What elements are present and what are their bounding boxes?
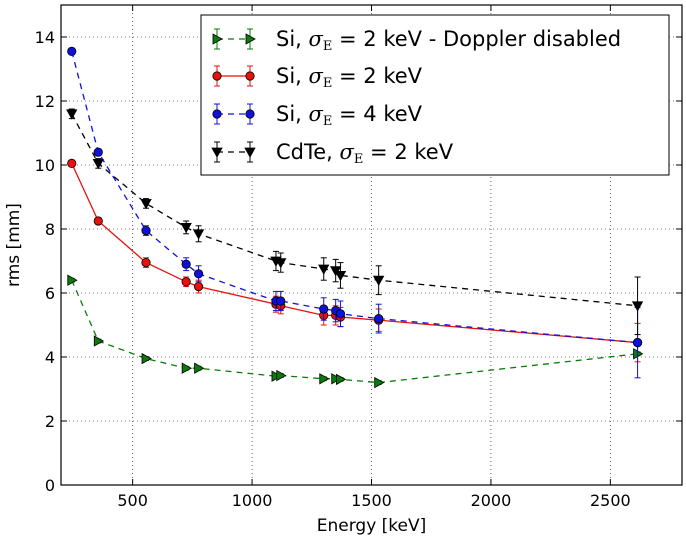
- data-point-si_nodoppler: [141, 352, 152, 365]
- data-point-cdte_2kev: [192, 229, 205, 240]
- legend-box: [200, 14, 670, 176]
- data-point-si_4kev: [193, 269, 204, 279]
- data-point-si_4kev: [374, 313, 384, 324]
- legend-entry-si_2kev: Si, σE = 2 keV: [212, 64, 423, 91]
- legend-marker: [245, 109, 255, 119]
- y-tick-label: 6: [45, 284, 55, 303]
- data-point-si_4kev: [181, 259, 191, 269]
- legend-label-si_nodoppler: Si, σE = 2 keV - Doppler disabled: [276, 27, 621, 54]
- legend-label-si_4kev: Si, σE = 4 keV: [276, 102, 423, 129]
- legend-label-si_2kev: Si, σE = 2 keV: [276, 64, 423, 91]
- data-point-si_4kev: [67, 46, 77, 57]
- data-point-si_4kev: [335, 309, 346, 319]
- y-tick-label: 14: [35, 28, 55, 47]
- legend-entry-si_nodoppler: Si, σE = 2 keV - Doppler disabled: [212, 27, 621, 54]
- data-point-si_nodoppler: [181, 362, 192, 374]
- x-tick-label: 2500: [590, 491, 631, 510]
- series-line-si_2kev: [71, 163, 638, 344]
- data-point-cdte_2kev: [275, 258, 287, 269]
- legend-marker: [212, 33, 223, 45]
- y-tick-label: 2: [45, 412, 55, 431]
- legend-marker: [245, 71, 255, 81]
- data-point-cdte_2kev: [334, 270, 347, 282]
- y-tick-label: 4: [45, 348, 55, 367]
- axis-ticks: 500 1000 1500 2000 2500 0 2 4 6 8 10 12 14: [35, 5, 682, 510]
- x-tick-label: 2000: [471, 491, 512, 510]
- data-point-cdte_2kev: [372, 275, 385, 287]
- data-point-cdte_2kev: [140, 198, 152, 210]
- legend-marker: [212, 71, 222, 81]
- data-point-si_nodoppler: [67, 274, 78, 286]
- legend-marker: [211, 147, 223, 158]
- data-point-si_2kev: [141, 257, 151, 268]
- data-point-si_2kev: [193, 281, 204, 292]
- series-layer: [66, 46, 644, 389]
- y-tick-label: 12: [35, 92, 55, 111]
- series-si_2kev: [67, 158, 643, 363]
- legend-marker: [244, 147, 256, 158]
- data-point-cdte_2kev: [66, 109, 78, 120]
- x-tick-label: 500: [117, 491, 148, 510]
- series-line-si_nodoppler: [71, 279, 638, 384]
- data-point-si_nodoppler: [93, 335, 105, 347]
- legend-marker: [212, 109, 222, 119]
- legend-label-cdte_2kev: CdTe, σE = 2 keV: [276, 140, 454, 167]
- data-point-si_4kev: [141, 226, 151, 236]
- legend-entry-si_4kev: Si, σE = 4 keV: [212, 102, 423, 129]
- data-point-cdte_2kev: [92, 158, 104, 170]
- legend-entry-cdte_2kev: CdTe, σE = 2 keV: [211, 140, 454, 167]
- data-point-si_nodoppler: [374, 376, 385, 389]
- x-tick-label: 1500: [351, 491, 392, 510]
- data-point-si_4kev: [632, 337, 643, 348]
- data-point-si_nodoppler: [319, 373, 330, 385]
- data-point-si_2kev: [93, 216, 103, 226]
- data-point-si_nodoppler: [276, 369, 287, 382]
- data-point-si_4kev: [93, 147, 103, 157]
- series-si_nodoppler: [67, 274, 644, 389]
- x-axis-label: Energy [keV]: [317, 516, 427, 536]
- data-point-cdte_2kev: [631, 301, 644, 312]
- x-tick-label: 1000: [232, 491, 273, 510]
- y-axis-label: rms [mm]: [4, 203, 24, 287]
- data-point-cdte_2kev: [180, 222, 192, 234]
- legend-marker: [245, 33, 256, 45]
- series-line-si_4kev: [71, 51, 638, 344]
- series-cdte_2kev: [66, 108, 644, 336]
- legend: Si, σE = 2 keV - Doppler disabled Si, σE …: [200, 14, 670, 176]
- data-point-si_2kev: [67, 158, 77, 168]
- data-point-si_4kev: [276, 296, 286, 306]
- data-point-si_2kev: [181, 277, 191, 287]
- data-point-si_nodoppler: [194, 362, 205, 374]
- y-tick-label: 10: [35, 156, 55, 175]
- series-line-cdte_2kev: [71, 113, 638, 307]
- y-tick-label: 8: [45, 220, 55, 239]
- data-point-si_nodoppler: [336, 373, 347, 386]
- data-point-cdte_2kev: [318, 264, 330, 275]
- y-tick-label: 0: [45, 476, 55, 495]
- data-point-si_4kev: [319, 304, 329, 314]
